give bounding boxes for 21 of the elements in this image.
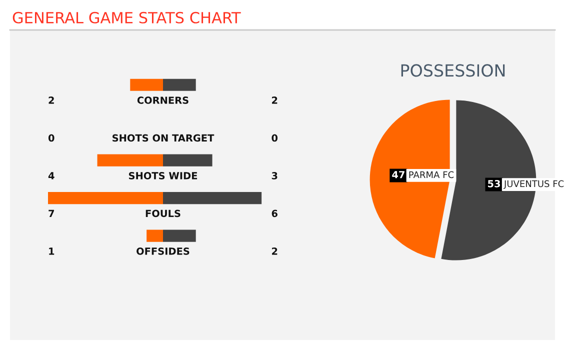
data-label: 53: [488, 180, 500, 188]
category-label: SHOTS WIDE: [128, 172, 198, 180]
data-label: 7: [48, 210, 54, 217]
chart-title: POSSESSION: [401, 64, 505, 77]
data-label: 2: [272, 96, 278, 104]
data-label: 1: [49, 248, 54, 255]
data-label: 2: [272, 248, 278, 255]
data-label: 4: [48, 172, 54, 180]
category-label: FOULS: [146, 210, 180, 218]
data-label: 0: [272, 134, 278, 142]
data-label: 47: [392, 171, 404, 178]
slice-label: JUVENTUS FC: [504, 180, 564, 189]
category-label: SHOTS ON TARGET: [112, 134, 214, 142]
data-label: 6: [272, 210, 278, 218]
data-label: 2: [48, 96, 54, 104]
slice-label: PARMA FC: [409, 171, 454, 178]
chart-title: GENERAL GAME STATS CHART: [12, 12, 241, 24]
data-label: 0: [48, 134, 54, 142]
data-label: 3: [272, 172, 278, 180]
category-label: OFFSIDES: [136, 248, 190, 255]
category-label: CORNERS: [137, 96, 188, 104]
